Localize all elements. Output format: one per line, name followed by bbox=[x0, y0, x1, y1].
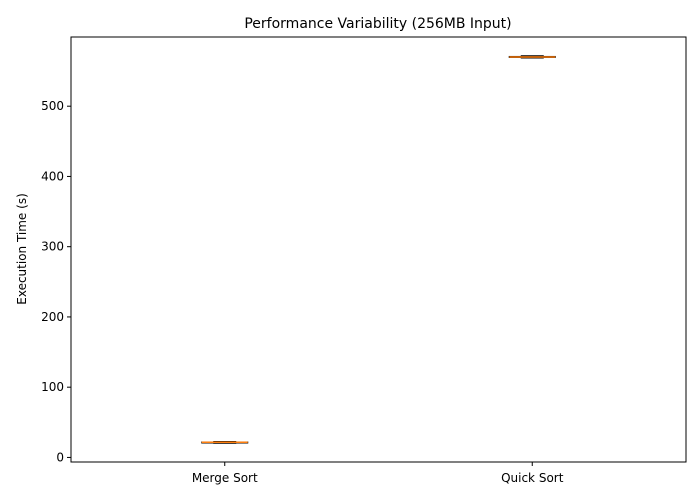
y-tick-label: 100 bbox=[41, 380, 64, 394]
y-tick-label: 400 bbox=[41, 169, 64, 183]
y-tick-label: 500 bbox=[41, 99, 64, 113]
y-tick-label: 300 bbox=[41, 240, 64, 254]
x-tick-label: Merge Sort bbox=[192, 471, 258, 485]
y-tick-label: 200 bbox=[41, 310, 64, 324]
plot-area: 0 100 200 300 400 500 Merge Sort Quick Sort bbox=[41, 36, 687, 485]
y-axis-label: Execution Time (s) bbox=[15, 193, 29, 305]
chart-title: Performance Variability (256MB Input) bbox=[244, 16, 511, 32]
x-tick-label: Quick Sort bbox=[501, 471, 564, 485]
plot-frame bbox=[70, 36, 687, 463]
y-tick-label: 0 bbox=[56, 450, 64, 464]
